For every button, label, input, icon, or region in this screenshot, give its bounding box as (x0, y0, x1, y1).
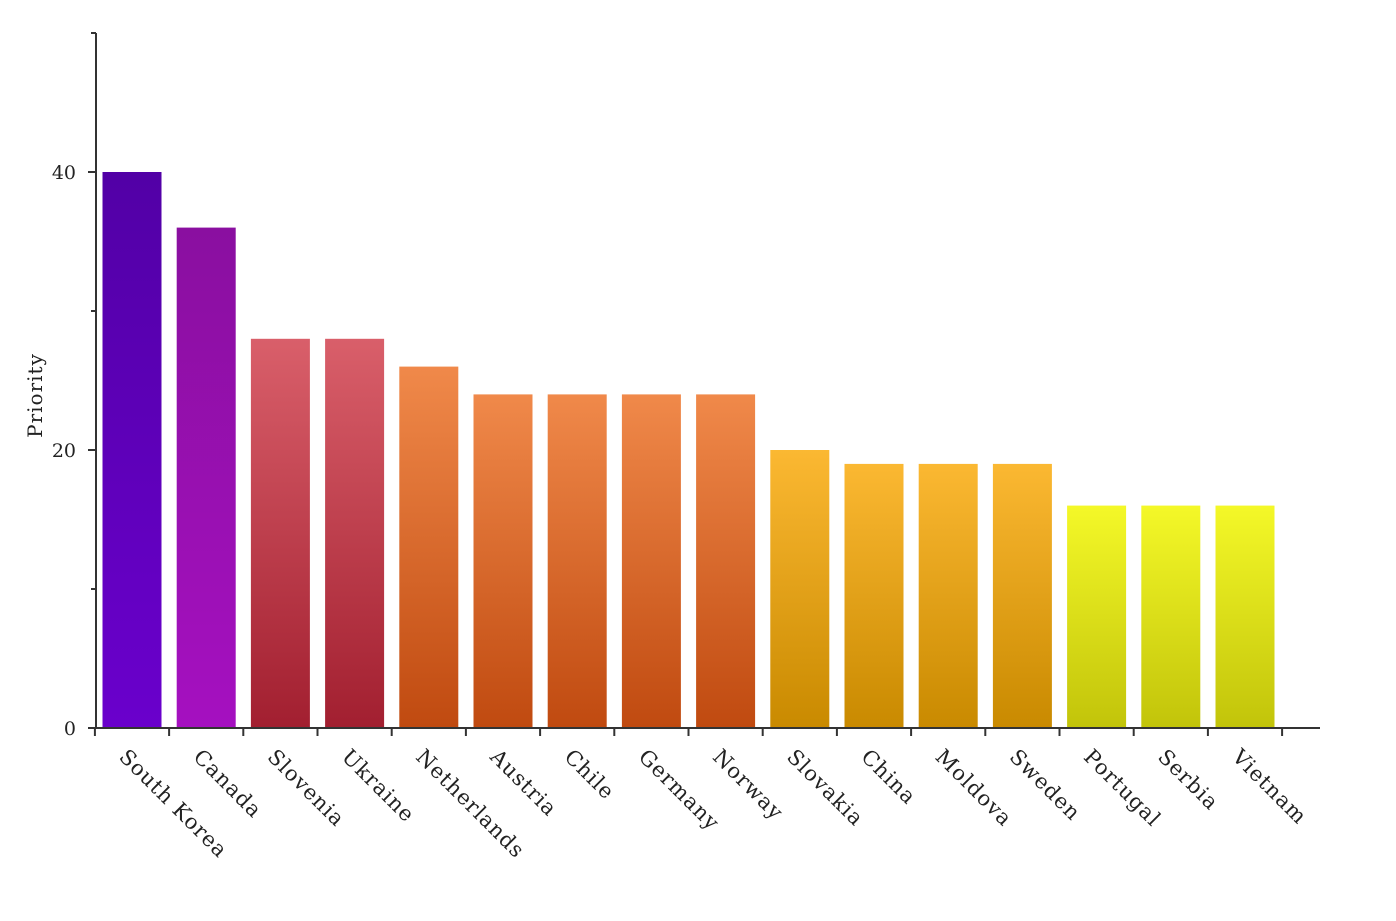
bar-serbia (1141, 505, 1201, 728)
bar-austria (473, 394, 533, 728)
bar-moldova (918, 463, 978, 728)
bar-slovakia (770, 450, 830, 728)
x-tick-label: Moldova (931, 745, 1018, 832)
bar-slovenia (250, 338, 310, 728)
bar-portugal (1067, 505, 1127, 728)
y-tick-label: 40 (52, 162, 76, 184)
x-tick-label: Serbia (1153, 745, 1223, 815)
bar-netherlands (399, 366, 459, 728)
bar-vietnam (1215, 505, 1275, 728)
x-tick-label: Slovakia (782, 745, 868, 831)
x-tick-labels: South KoreaCanadaSloveniaUkraineNetherla… (114, 744, 1311, 863)
bar-chile (547, 394, 607, 728)
bar-china (844, 463, 904, 728)
bar-south-korea (102, 172, 162, 728)
y-tick-label: 0 (64, 718, 76, 740)
x-tick-label: Austria (485, 744, 562, 821)
x-tick-label: Canada (189, 745, 267, 823)
y-ticks: 0 20 40 (52, 32, 96, 740)
bar-norway (696, 394, 756, 728)
bar-sweden (992, 463, 1052, 728)
bar-ukraine (325, 338, 385, 728)
x-tick-label: China (856, 745, 921, 810)
bar-canada (176, 227, 236, 728)
x-tick-label: Portugal (1079, 745, 1166, 832)
x-ticks (93, 728, 1284, 736)
x-tick-label: Chile (560, 745, 620, 805)
y-tick-label: 20 (52, 440, 76, 462)
y-axis-title: Priority (23, 353, 47, 438)
bar-germany (621, 394, 681, 728)
bars-layer (102, 172, 1275, 728)
x-tick-label: Vietnam (1227, 744, 1312, 829)
x-tick-label: Slovenia (263, 745, 350, 832)
